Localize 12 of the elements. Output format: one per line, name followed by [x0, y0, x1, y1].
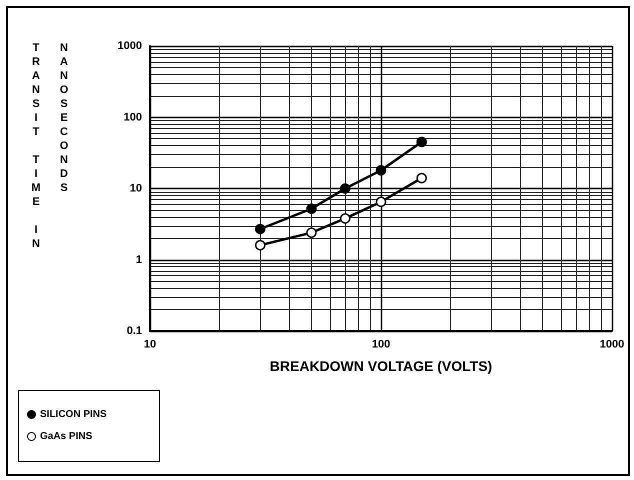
- y-tick-label: 0.1: [126, 325, 142, 337]
- legend-label: GaAs PINS: [40, 431, 92, 442]
- y-tick-label: 100: [124, 111, 142, 124]
- x-tick-label: 1000: [600, 338, 624, 350]
- y-tick-label: 10: [130, 182, 142, 194]
- legend-label: SILICON PINS: [40, 409, 107, 420]
- x-tick-label: 100: [372, 338, 390, 350]
- x-axis-title: BREAKDOWN VOLTAGE (VOLTS): [270, 358, 492, 374]
- y-tick-label: 1000: [118, 40, 142, 52]
- x-tick-label: 10: [144, 338, 156, 350]
- text: TRANSIT TIME IN NANOSECONDS: [30, 42, 70, 252]
- y-tick-label: 1: [136, 254, 142, 266]
